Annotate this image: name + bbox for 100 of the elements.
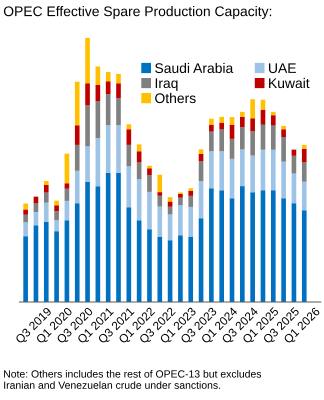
bar (250, 118, 255, 132)
bar (147, 166, 152, 168)
bar (147, 229, 152, 302)
bar (34, 196, 38, 204)
bar (281, 136, 286, 162)
bar (260, 150, 266, 191)
bar (136, 162, 142, 180)
bar (64, 183, 70, 188)
bar (219, 116, 224, 123)
legend-label: UAE (269, 63, 296, 74)
bar (74, 144, 80, 171)
legend-label: Saudi Arabia (155, 62, 234, 74)
bar (240, 112, 245, 117)
bar (116, 172, 121, 302)
bar (270, 125, 276, 150)
bar (219, 190, 224, 302)
bar (178, 197, 183, 206)
bar (168, 206, 172, 214)
bar (74, 125, 80, 145)
bar (178, 194, 183, 198)
bar (240, 127, 245, 150)
bar (106, 125, 111, 173)
bar (281, 162, 286, 198)
bar (116, 74, 121, 84)
bar (209, 124, 214, 132)
bar (54, 200, 59, 206)
bar (126, 124, 132, 130)
bar (147, 192, 152, 230)
bar (281, 198, 286, 302)
bar (136, 179, 142, 220)
bar (64, 200, 70, 220)
bar (281, 130, 286, 137)
bar (74, 82, 80, 126)
bar (126, 129, 132, 145)
bar (74, 170, 80, 204)
bar (64, 220, 70, 302)
bar (44, 202, 49, 222)
bar (157, 192, 162, 196)
bar (302, 210, 307, 302)
bar (188, 206, 194, 237)
bar (23, 210, 28, 215)
bar (54, 231, 59, 302)
bar (44, 181, 49, 186)
bar (96, 186, 100, 302)
bar (230, 117, 234, 125)
bar (85, 182, 90, 302)
bar (136, 151, 142, 162)
bar (157, 236, 162, 302)
bar (106, 81, 111, 94)
bar (270, 190, 276, 302)
bar (168, 202, 172, 207)
bar (260, 100, 266, 110)
bar (260, 110, 266, 125)
bar (250, 99, 255, 118)
bar (250, 192, 255, 302)
bar (219, 151, 224, 191)
bar (198, 218, 204, 302)
bar (85, 146, 90, 182)
bar (209, 151, 214, 188)
bar (302, 162, 307, 182)
bar (198, 154, 204, 162)
bar (260, 124, 266, 150)
bar (126, 166, 132, 208)
bar (230, 138, 234, 159)
bar (116, 98, 121, 126)
bar (54, 220, 59, 232)
bar (240, 149, 245, 186)
bar (292, 156, 296, 174)
bar (64, 154, 70, 184)
bar (260, 190, 266, 302)
bar (250, 155, 255, 192)
bar (106, 172, 111, 302)
bar (54, 211, 59, 220)
legend-label: Iraq (156, 78, 178, 91)
bar (209, 188, 214, 302)
bar (34, 225, 38, 302)
text: Note: Others includes the rest of OPEC-13 but excludes Iranian and Venezuelan crude under sanctions. (4, 370, 262, 389)
bar (44, 185, 49, 192)
bar (23, 214, 28, 222)
bar (219, 122, 224, 130)
bar (96, 66, 100, 85)
bar (147, 174, 152, 192)
bar (96, 138, 100, 186)
bar (168, 240, 172, 302)
bar (157, 196, 162, 206)
legend-label: Kuwait (269, 78, 310, 88)
bar (126, 207, 132, 302)
bar (198, 161, 204, 182)
bar (106, 94, 111, 126)
bar (270, 150, 276, 191)
bar (136, 144, 142, 152)
bar (292, 150, 296, 156)
bar (157, 174, 162, 192)
bar (281, 126, 286, 130)
bar (230, 124, 234, 139)
bar (23, 236, 28, 302)
bar (209, 118, 214, 125)
bar (54, 205, 59, 212)
bar (230, 158, 234, 198)
bar (250, 131, 255, 156)
